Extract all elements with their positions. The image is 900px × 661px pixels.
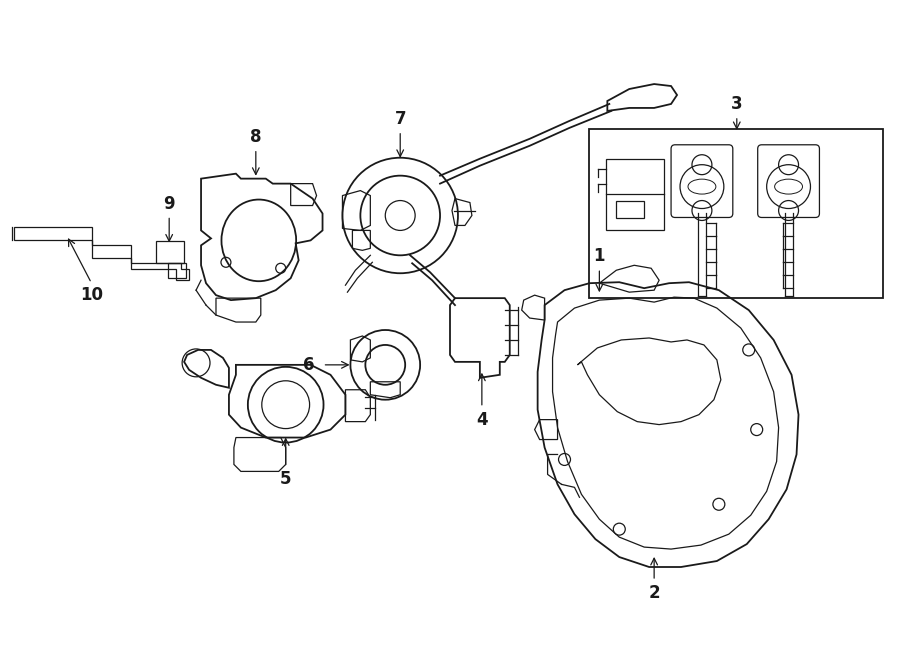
Text: 10: 10 — [80, 286, 103, 304]
Text: 2: 2 — [648, 584, 660, 602]
Bar — [616, 200, 644, 219]
Text: 7: 7 — [394, 110, 406, 128]
Text: 9: 9 — [164, 194, 175, 213]
Bar — [168, 263, 186, 278]
Text: 1: 1 — [594, 247, 605, 265]
Text: 4: 4 — [476, 410, 488, 428]
Bar — [590, 129, 883, 298]
Text: 3: 3 — [731, 95, 742, 113]
Text: 6: 6 — [302, 356, 314, 374]
Text: 5: 5 — [280, 471, 292, 488]
Text: 8: 8 — [250, 128, 262, 146]
Bar — [157, 241, 184, 263]
